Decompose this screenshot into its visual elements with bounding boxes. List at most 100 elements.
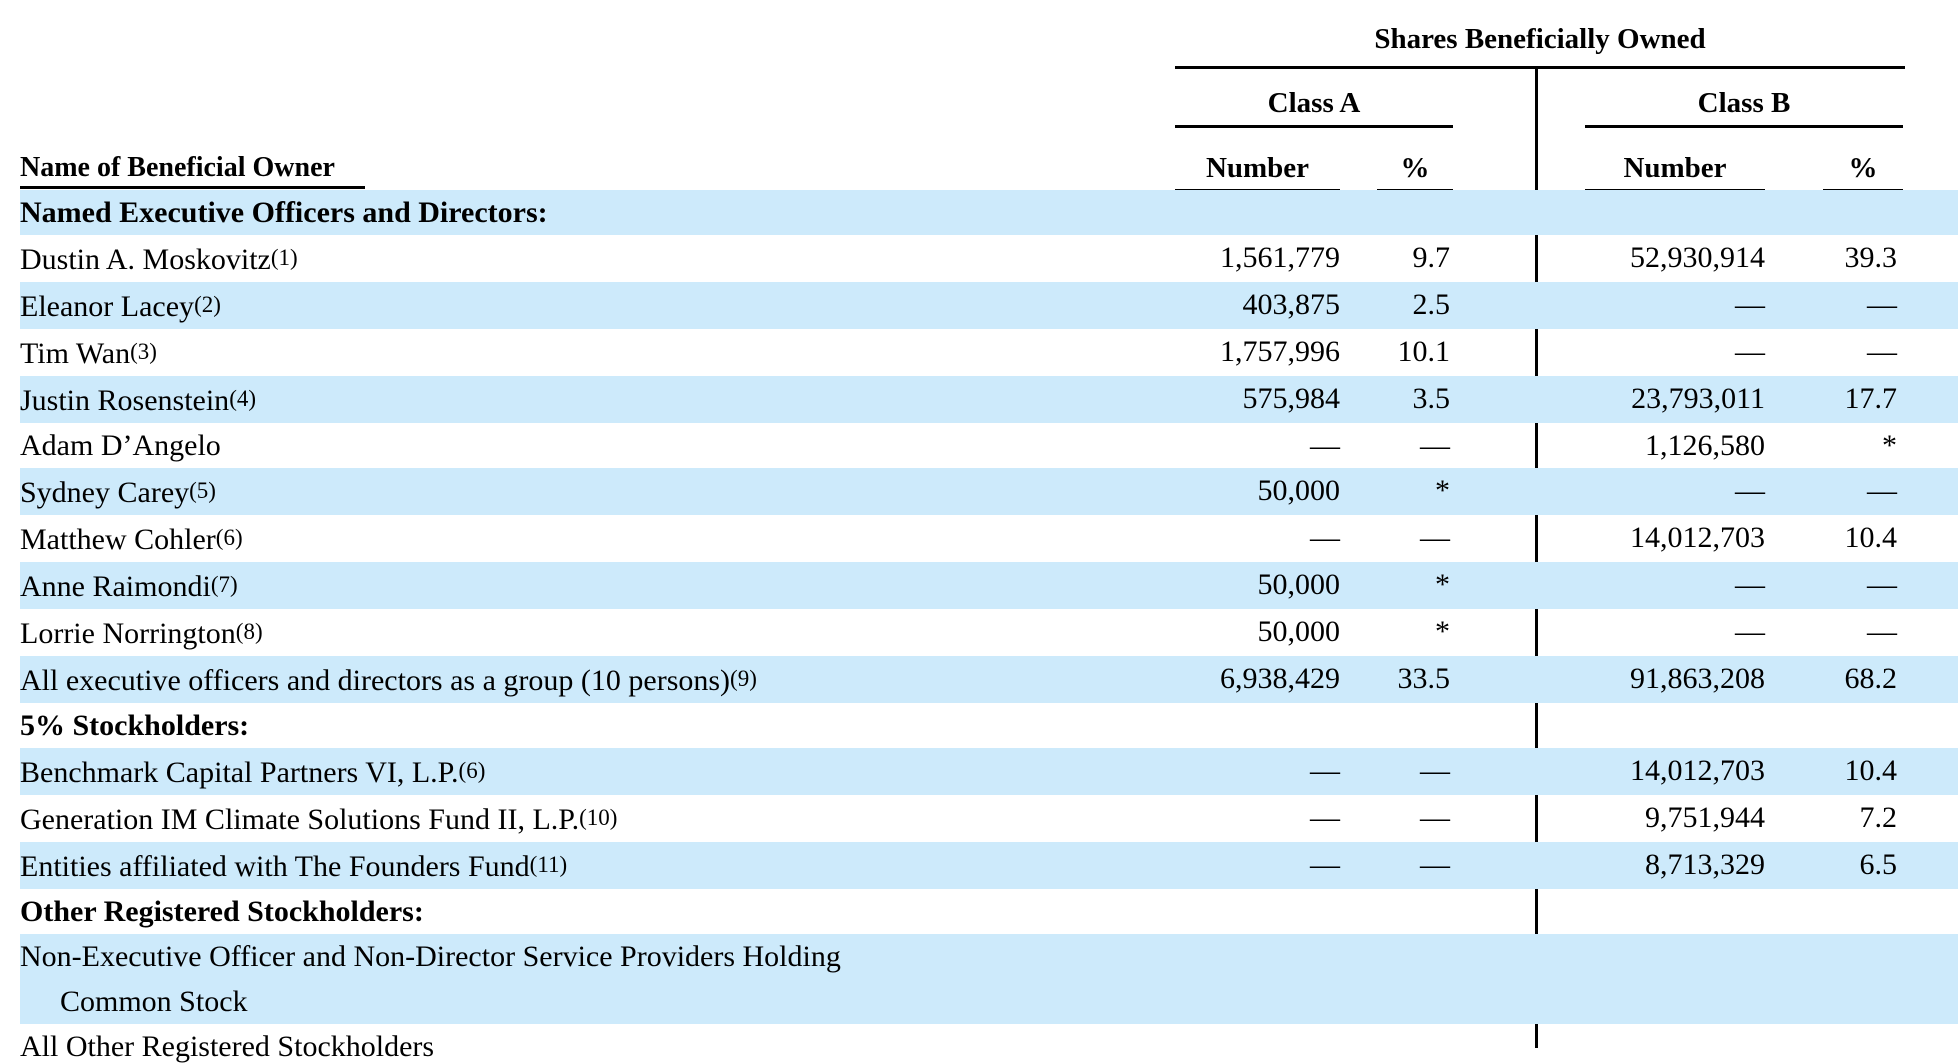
owner-name: Justin Rosenstein — [20, 384, 230, 417]
column-spacer — [1450, 934, 1535, 1024]
column-spacer — [1450, 748, 1535, 795]
class-a-number-cell: — — [1310, 754, 1340, 787]
owner-name-cell: 5% Stockholders: — [20, 703, 1175, 748]
owner-name: 5% Stockholders: — [20, 709, 250, 742]
class-b-percent-cell — [1765, 190, 1897, 235]
footnote-reference: (9) — [730, 666, 757, 691]
footnote-reference: (2) — [194, 292, 221, 317]
right-margin-cell — [1897, 190, 1958, 235]
name-column-header: Name of Beneficial Owner — [20, 152, 335, 183]
right-margin-cell — [1897, 235, 1958, 282]
class-a-percent-cell: 33.5 — [1397, 662, 1451, 695]
column-spacer — [1450, 562, 1535, 609]
class-a-number-cell: — — [1310, 521, 1340, 554]
owner-name-cell: Entities affiliated with The Founders Fu… — [20, 842, 1175, 889]
class-a-percent-cell: — — [1420, 521, 1450, 554]
class-a-header: Class A — [1267, 87, 1361, 119]
class-a-number-cell — [1175, 190, 1340, 235]
footnote-reference: (6) — [458, 758, 486, 783]
class-b-number-cell: 8,713,329 — [1645, 848, 1765, 881]
right-margin-cell — [1897, 282, 1958, 329]
class-a-percent-cell — [1340, 703, 1450, 748]
right-margin-cell — [1897, 468, 1958, 515]
owner-name: Entities affiliated with The Founders Fu… — [20, 850, 530, 883]
column-spacer — [1450, 468, 1535, 515]
column-spacer — [1450, 703, 1535, 748]
class-b-percent-cell — [1765, 1024, 1897, 1064]
class-a-number-cell: 1,757,996 — [1220, 335, 1340, 368]
right-margin-cell — [1897, 703, 1958, 748]
class-b-percent-cell: — — [1867, 288, 1897, 321]
class-a-underline — [1175, 125, 1453, 128]
class-b-percent-cell: 17.7 — [1844, 382, 1898, 415]
owner-name: Matthew Cohler — [20, 523, 216, 556]
footnote-reference: (3) — [130, 339, 157, 364]
class-a-number-cell: 50,000 — [1257, 568, 1341, 601]
owner-name-cell: Justin Rosenstein(4) — [20, 376, 1175, 423]
column-spacer — [1450, 795, 1535, 842]
footnote-reference: (1) — [270, 245, 298, 270]
table-row: Benchmark Capital Partners VI, L.P.(6) —… — [20, 748, 1958, 795]
table-row: Other Registered Stockholders: — [20, 889, 1958, 934]
class-b-percent-header: % — [1848, 152, 1878, 184]
class-b-percent-cell — [1765, 934, 1897, 1024]
table-row: Sydney Carey(5) 50,000 * — — — [20, 468, 1958, 515]
table-row: Anne Raimondi(7) 50,000 * — — — [20, 562, 1958, 609]
class-a-percent-cell: — — [1420, 801, 1450, 834]
class-a-percent-cell: — — [1420, 754, 1450, 787]
column-spacer — [1450, 842, 1535, 889]
class-b-header: Class B — [1697, 87, 1791, 119]
class-b-number-cell: 14,012,703 — [1630, 521, 1765, 554]
class-a-number-cell — [1175, 703, 1340, 748]
owner-name-second-line: Common Stock — [60, 985, 248, 1018]
class-a-percent-cell: — — [1420, 848, 1450, 881]
class-b-number-cell: 1,126,580 — [1645, 429, 1765, 462]
table-row: All Other Registered Stockholders — [20, 1024, 1958, 1064]
class-a-number-header: Number — [1205, 152, 1310, 184]
class-a-percent-cell: — — [1420, 429, 1450, 462]
class-a-percent-header: % — [1400, 152, 1430, 184]
column-spacer — [1450, 1024, 1535, 1064]
class-a-percent-cell: 10.1 — [1397, 335, 1451, 368]
class-a-number-cell — [1175, 1024, 1340, 1064]
class-a-percent-cell: * — [1435, 568, 1450, 601]
column-spacer — [1450, 235, 1535, 282]
footnote-reference: (7) — [210, 572, 238, 597]
class-a-number-cell: — — [1310, 429, 1340, 462]
class-b-number-cell: — — [1735, 474, 1765, 507]
right-margin-cell — [1897, 795, 1958, 842]
class-b-number-cell: 14,012,703 — [1630, 754, 1765, 787]
table-row: Eleanor Lacey(2) 403,875 2.5 — — — [20, 282, 1958, 329]
class-b-number-cell: 23,793,011 — [1631, 382, 1765, 415]
column-spacer — [1450, 329, 1535, 376]
class-b-number-cell: 52,930,914 — [1630, 241, 1765, 274]
table-row: Matthew Cohler(6) — — 14,012,703 10.4 — [20, 515, 1958, 562]
class-b-percent-cell: — — [1867, 474, 1897, 507]
class-b-percent-cell: — — [1867, 615, 1897, 648]
right-margin-cell — [1897, 934, 1958, 1024]
right-margin-cell — [1897, 562, 1958, 609]
owner-name: Non-Executive Officer and Non-Director S… — [20, 940, 841, 973]
owner-name-cell: Named Executive Officers and Directors: — [20, 190, 1175, 235]
owner-name-cell: All Other Registered Stockholders — [20, 1024, 1175, 1064]
owner-name-cell: Matthew Cohler(6) — [20, 515, 1175, 562]
shares-beneficially-owned-title: Shares Beneficially Owned — [1374, 23, 1706, 55]
class-b-number-cell — [1535, 703, 1765, 748]
class-b-number-cell: 9,751,944 — [1645, 801, 1765, 834]
right-margin-cell — [1897, 515, 1958, 562]
class-b-percent-cell: 10.4 — [1844, 754, 1898, 787]
class-b-number-cell: — — [1735, 335, 1765, 368]
owner-name-cell: Eleanor Lacey(2) — [20, 282, 1175, 329]
footnote-reference: (4) — [229, 386, 257, 411]
class-a-number-cell: 6,938,429 — [1220, 662, 1340, 695]
class-b-percent-cell: 39.3 — [1844, 241, 1898, 274]
class-b-percent-cell: 68.2 — [1844, 662, 1898, 695]
table-row: Generation IM Climate Solutions Fund II,… — [20, 795, 1958, 842]
table-row: Dustin A. Moskovitz(1) 1,561,779 9.7 52,… — [20, 235, 1958, 282]
class-b-underline — [1585, 125, 1903, 128]
class-a-number-cell — [1175, 889, 1340, 934]
class-b-percent-cell: 10.4 — [1844, 521, 1898, 554]
class-a-number-cell: 403,875 — [1242, 288, 1341, 321]
table-row: Justin Rosenstein(4) 575,984 3.5 23,793,… — [20, 376, 1958, 423]
